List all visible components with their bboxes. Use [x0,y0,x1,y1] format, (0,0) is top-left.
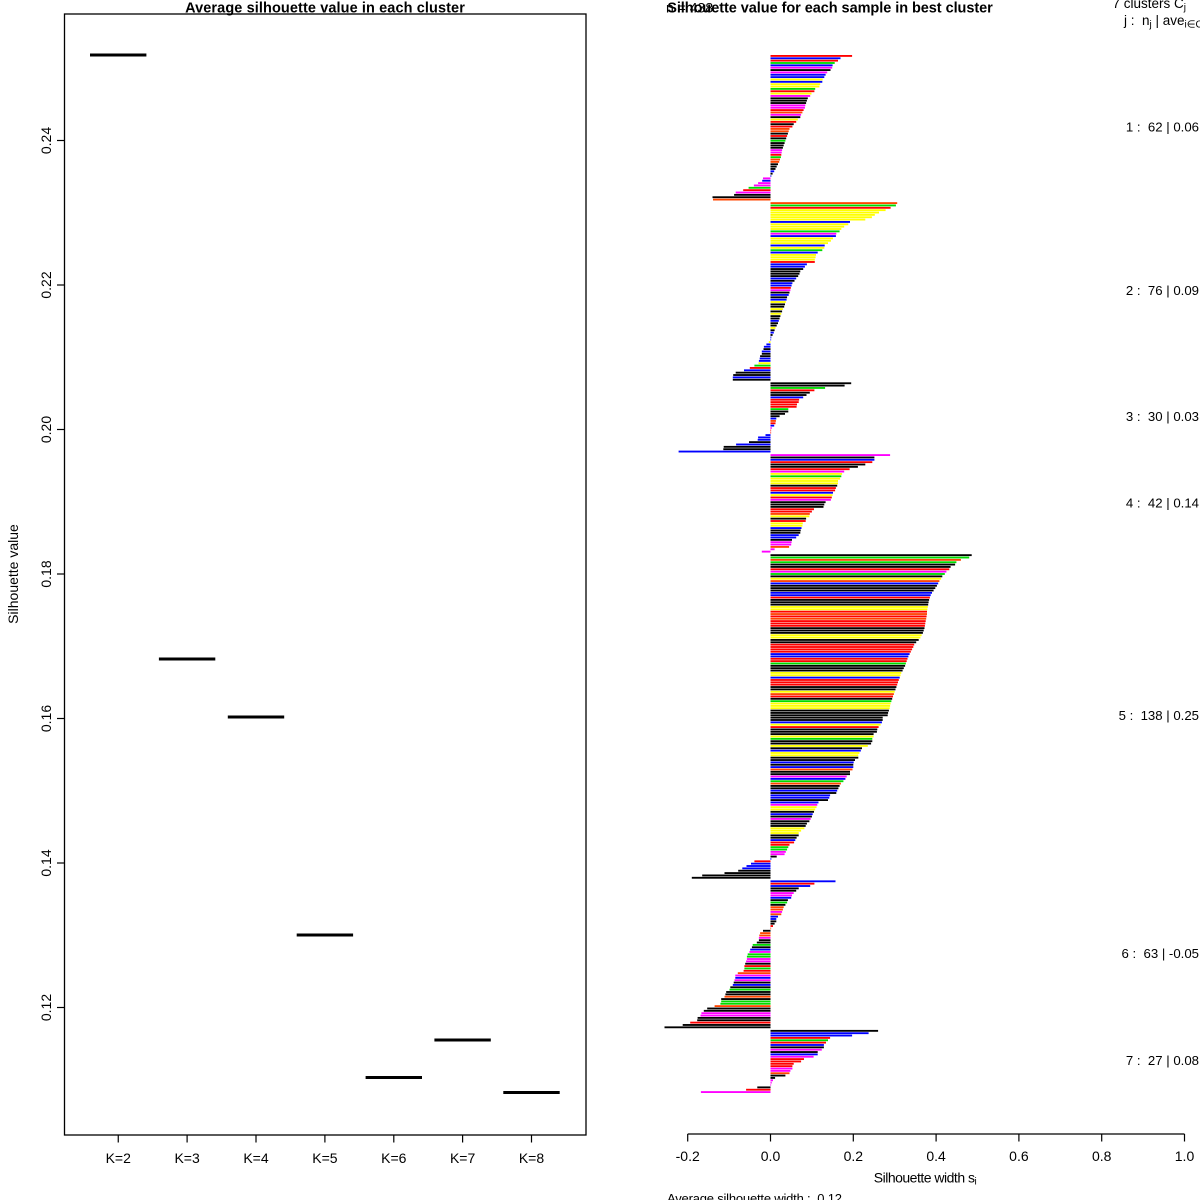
svg-text:0.4: 0.4 [926,1148,946,1164]
svg-text:K=7: K=7 [450,1150,476,1166]
svg-text:0.22: 0.22 [38,271,54,298]
svg-text:-0.2: -0.2 [676,1148,700,1164]
svg-text:Silhouette value for each samp: Silhouette value for each sample in best… [667,1,993,17]
svg-text:3 : 30 | 0.03: 3 : 30 | 0.03 [1126,409,1199,424]
svg-text:K=3: K=3 [174,1150,200,1166]
svg-text:n = 438: n = 438 [666,0,713,16]
svg-text:0.12: 0.12 [38,994,54,1021]
svg-text:K=4: K=4 [243,1150,269,1166]
svg-text:0.20: 0.20 [38,416,54,443]
svg-text:Average silhouette width : 0.: Average silhouette width : 0.12 [667,1191,842,1200]
svg-text:0.24: 0.24 [38,127,54,154]
svg-text:5 : 138 | 0.25: 5 : 138 | 0.25 [1119,708,1199,723]
svg-text:0.18: 0.18 [38,560,54,587]
svg-text:K=8: K=8 [519,1150,545,1166]
svg-text:j : nj | avei∈Cj si: j : nj | avei∈Cj si [1123,13,1200,31]
svg-text:0.0: 0.0 [761,1148,781,1164]
svg-text:Silhouette width si: Silhouette width si [874,1170,977,1188]
svg-text:K=5: K=5 [312,1150,338,1166]
svg-text:1 : 62 | 0.06: 1 : 62 | 0.06 [1126,120,1199,135]
svg-text:7 : 27 | 0.08: 7 : 27 | 0.08 [1126,1053,1199,1068]
svg-text:2 : 76 | 0.09: 2 : 76 | 0.09 [1126,283,1199,298]
svg-text:0.6: 0.6 [1009,1148,1029,1164]
svg-text:K=6: K=6 [381,1150,407,1166]
svg-text:0.16: 0.16 [38,705,54,732]
svg-text:7 clusters Cj: 7 clusters Cj [1112,0,1186,14]
svg-text:6 : 63 | -0.05: 6 : 63 | -0.05 [1122,946,1199,961]
svg-text:K=2: K=2 [106,1150,132,1166]
svg-text:4 : 42 | 0.14: 4 : 42 | 0.14 [1126,496,1199,511]
svg-text:Average silhouette value in ea: Average silhouette value in each cluster [185,1,465,17]
svg-text:0.8: 0.8 [1092,1148,1112,1164]
svg-text:Silhouette value: Silhouette value [5,524,21,624]
svg-text:1.0: 1.0 [1175,1148,1195,1164]
svg-text:0.14: 0.14 [38,849,54,876]
svg-text:0.2: 0.2 [844,1148,864,1164]
